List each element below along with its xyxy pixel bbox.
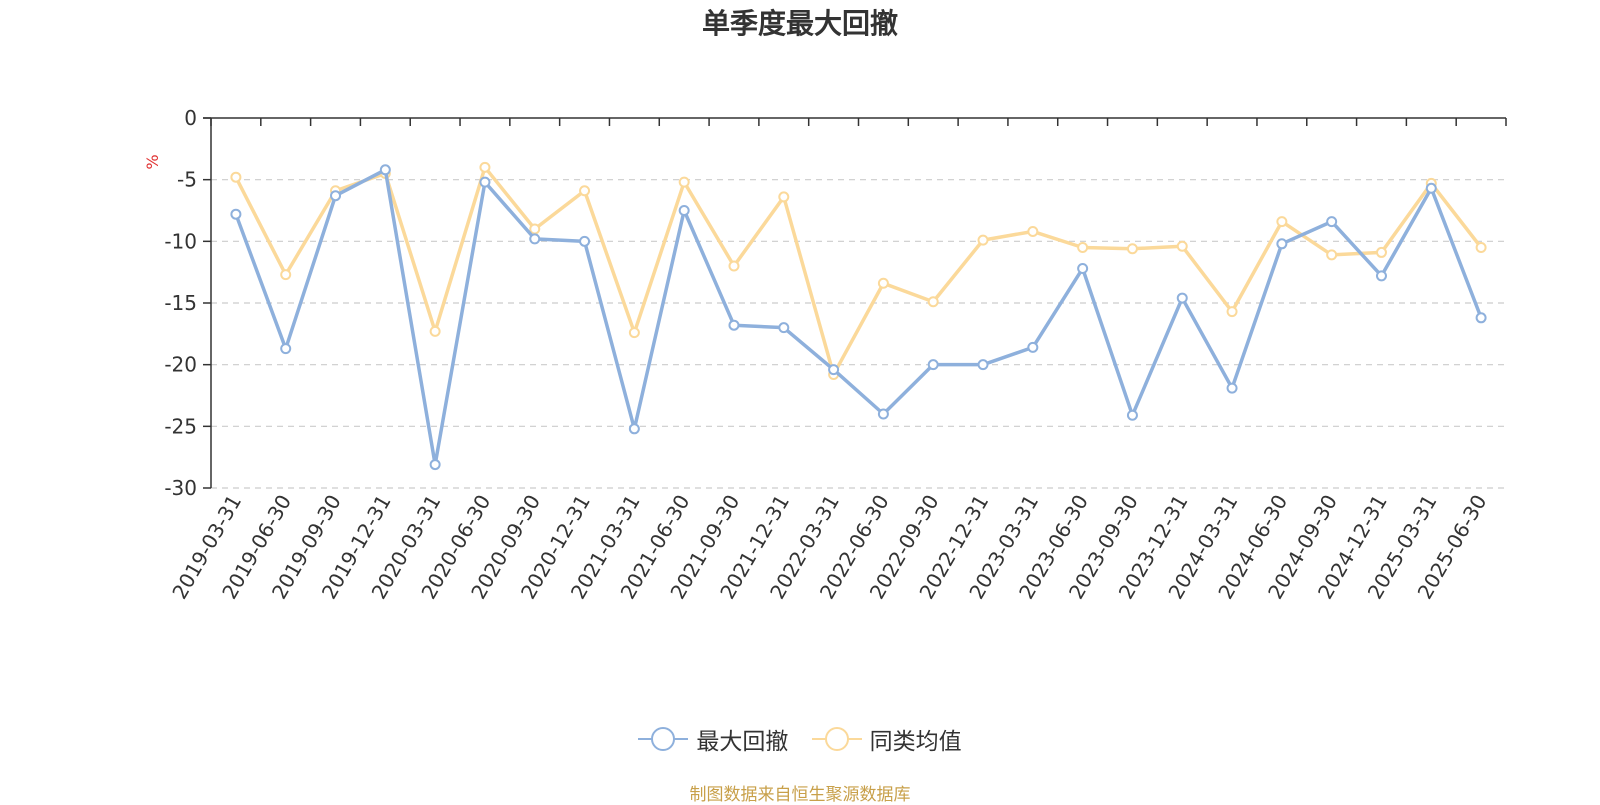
chart-title: 单季度最大回撤 bbox=[701, 7, 898, 40]
series-0-point bbox=[230, 208, 242, 220]
series-layer bbox=[230, 161, 1487, 471]
series-0-point bbox=[1176, 292, 1188, 304]
series-0-point bbox=[778, 322, 790, 334]
series-1-point bbox=[728, 260, 740, 272]
series-1-point bbox=[1375, 246, 1387, 258]
series-1-point bbox=[977, 234, 989, 246]
series-0-point bbox=[1425, 182, 1437, 194]
y-tick-label: -5 bbox=[177, 168, 197, 192]
source-note: 制图数据来自恒生聚源数据库 bbox=[689, 785, 911, 805]
legend-item-series-1[interactable]: 同类均值 bbox=[811, 722, 962, 756]
series-0-point bbox=[1276, 238, 1288, 250]
series-1-point bbox=[529, 223, 541, 235]
series-0-point bbox=[977, 359, 989, 371]
series-1-point bbox=[429, 325, 441, 337]
series-1-point bbox=[927, 296, 939, 308]
series-0-point bbox=[479, 176, 491, 188]
series-1-point bbox=[1077, 242, 1089, 253]
legend-series-1-label: 同类均值 bbox=[869, 729, 962, 755]
series-0-point bbox=[1375, 270, 1387, 282]
series-1-point bbox=[579, 185, 591, 197]
series-1-point bbox=[280, 269, 292, 281]
series-0-point bbox=[330, 190, 342, 202]
series-1-point bbox=[1027, 225, 1039, 237]
series-1-point bbox=[1276, 216, 1288, 228]
series-1-point bbox=[877, 277, 889, 289]
series-1-point bbox=[778, 191, 790, 203]
series-1-point bbox=[1475, 242, 1487, 253]
series-0-point bbox=[1226, 382, 1238, 394]
series-0-point bbox=[1475, 312, 1487, 324]
series-1-line bbox=[234, 165, 1483, 377]
y-tick-label: 0 bbox=[184, 106, 197, 130]
series-0-point bbox=[379, 164, 391, 176]
series-1-point bbox=[678, 176, 690, 188]
y-tick-label: -25 bbox=[164, 414, 197, 438]
series-0-point bbox=[1027, 341, 1039, 353]
grid-lines bbox=[211, 179, 1506, 489]
y-tick-label: -20 bbox=[164, 353, 197, 377]
y-axis-unit-label: % bbox=[143, 154, 162, 169]
series-1-point bbox=[1176, 240, 1188, 252]
series-1-point bbox=[1226, 306, 1238, 318]
series-1-point bbox=[479, 161, 491, 173]
series-0-point bbox=[1326, 216, 1338, 228]
legend: 最大回撤 同类均值 bbox=[0, 722, 1600, 758]
y-tick-label: -10 bbox=[164, 229, 197, 253]
series-0-point bbox=[1126, 409, 1138, 421]
legend-item-series-0[interactable]: 最大回撤 bbox=[638, 722, 788, 756]
legend-series-1-marker-icon bbox=[811, 726, 862, 752]
series-1-point bbox=[1326, 249, 1338, 261]
series-0-point bbox=[877, 408, 889, 420]
series-0-point bbox=[1077, 262, 1089, 274]
legend-series-0-label: 最大回撤 bbox=[696, 729, 789, 755]
series-1-point bbox=[1126, 243, 1138, 255]
series-0-point bbox=[280, 343, 292, 355]
series-0-line bbox=[234, 168, 1483, 467]
y-tick-label: -30 bbox=[164, 476, 197, 500]
series-0-point bbox=[579, 235, 591, 247]
series-1-point bbox=[628, 327, 640, 339]
series-0-point bbox=[828, 364, 840, 376]
series-1-point bbox=[230, 171, 242, 183]
series-0-point bbox=[678, 205, 690, 216]
y-tick-label: -15 bbox=[164, 291, 197, 315]
series-0-point bbox=[927, 359, 939, 371]
series-0-point bbox=[529, 233, 541, 245]
series-0-point bbox=[728, 319, 740, 331]
series-0-point bbox=[429, 459, 441, 471]
legend-series-0-marker-icon bbox=[638, 726, 689, 752]
series-0-point bbox=[628, 423, 640, 435]
